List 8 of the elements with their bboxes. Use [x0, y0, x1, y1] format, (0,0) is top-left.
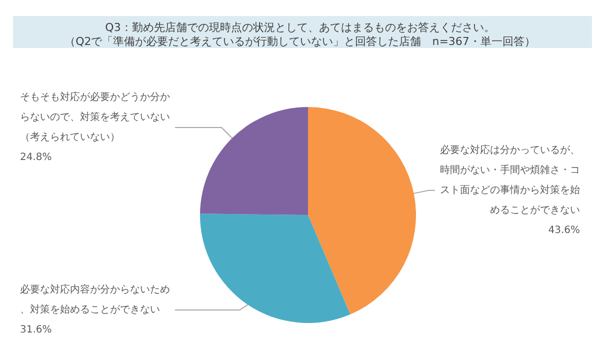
data-label: 31.6% — [20, 324, 52, 336]
slice-label: そもそも対応が必要かどうか分からないので、対策を考えていない（考えられていない） — [20, 90, 170, 143]
chart-subtitle: （Q2で「準備が必要だと考えているが行動していない」と回答した店舗 n=367・単一回答） — [64, 35, 536, 48]
slice-label: 必要な対応は分かっているが、時間がない・手間や煩雑さ・コスト面などの事情から対策を始めることができない — [440, 144, 580, 216]
chart-title: Q3：勤め先店舗での現時点の状況として、あてはまるものをお答えください。 — [105, 21, 495, 34]
data-label: 24.8% — [20, 152, 52, 163]
data-label: 43.6% — [548, 224, 580, 236]
slice-label: 必要な対応内容が分からないため、対策を始めることができない — [20, 284, 170, 316]
